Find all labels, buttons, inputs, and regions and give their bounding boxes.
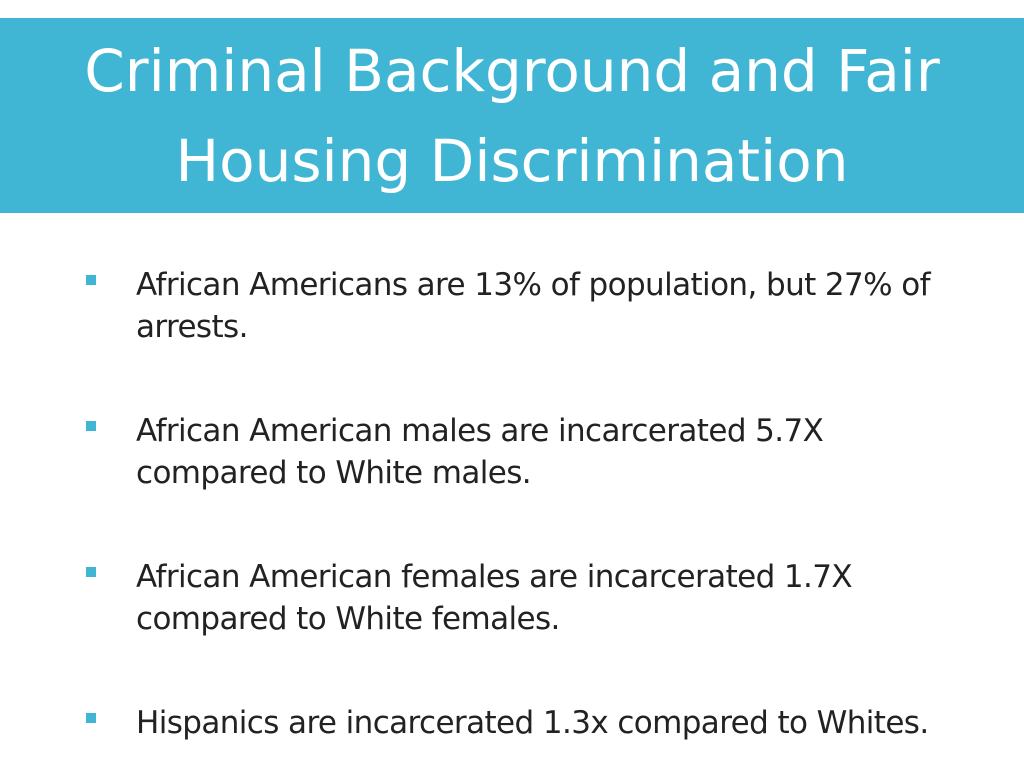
bullet-line: Hispanics are incarcerated 1.3x compared… [136,705,929,741]
bullet-line: African American females are incarcerate… [136,559,853,595]
square-bullet-icon [86,275,96,285]
bullet-line: African American males are incarcerated … [136,413,824,449]
bullet-text: African American males are incarcerated … [136,410,996,494]
square-bullet-icon [86,567,96,577]
bullet-line: compared to White females. [136,601,560,637]
bullet-line: arrests. [136,309,248,345]
title-banner: Criminal Background and Fair Housing Dis… [0,18,1024,213]
bullet-line: compared to White males. [136,455,532,491]
bullet-text: African American females are incarcerate… [136,556,996,640]
bullet-text: African Americans are 13% of population,… [136,264,996,348]
slide-title: Criminal Background and Fair Housing Dis… [32,26,992,206]
square-bullet-icon [86,713,96,723]
slide-title-line-1: Criminal Background and Fair [84,36,940,105]
bullet-text: Hispanics are incarcerated 1.3x compared… [136,702,996,744]
bullet-line: African Americans are 13% of population,… [136,267,931,303]
slide-title-line-2: Housing Discrimination [175,126,849,195]
square-bullet-icon [86,421,96,431]
